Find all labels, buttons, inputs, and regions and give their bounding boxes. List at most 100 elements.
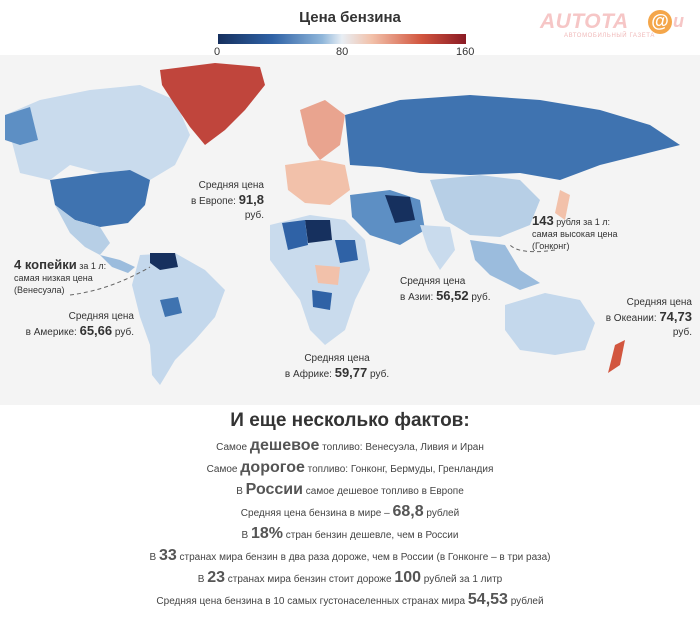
fact-highlight: дорогое — [240, 459, 305, 476]
fact-percent-cheaper: В 18% стран бензин дешевле, чем в России — [0, 523, 700, 545]
oceania-prefix: в Океании: — [605, 313, 660, 324]
logo-suffix: u — [673, 11, 684, 31]
fact-text: В — [236, 486, 246, 497]
fact-highlight: 68,8 — [392, 503, 424, 520]
page-title: Цена бензина — [299, 9, 401, 26]
fact-highlight: дешевое — [249, 437, 320, 454]
map-new-zealand — [608, 340, 625, 373]
fact-text: самое дешевое топливо в Европе — [302, 486, 464, 497]
fact-text: странах мира бензин в два раза дороже, ч… — [176, 552, 551, 563]
america-value: 65,66 — [79, 323, 113, 338]
america-unit: руб. — [112, 327, 134, 338]
fact-highlight: 23 — [207, 569, 226, 586]
fact-russia: В России самое дешевое топливо в Европе — [0, 479, 700, 501]
map-russia — [345, 95, 680, 180]
map-bolivia — [160, 297, 182, 317]
map-angola — [312, 290, 332, 310]
map-central-america — [100, 255, 135, 273]
map-south-america — [132, 253, 225, 385]
annotation-oceania: Средняя цена в Океании: 74,73 руб. — [586, 296, 692, 340]
fact-text: В — [149, 552, 159, 563]
europe-value: 91,8 — [238, 192, 264, 207]
hongkong-desc: самая высокая цена — [532, 229, 618, 239]
annotation-europe: Средняя цена в Европе: 91,8 руб. — [178, 179, 264, 223]
fact-over-100: В 23 странах мира бензин стоит дороже 10… — [0, 567, 700, 589]
hongkong-country: (Гонконг) — [532, 241, 570, 251]
europe-prefix: в Европе: — [190, 196, 239, 207]
annotation-venezuela: 4 копейки за 1 л: самая низкая цена (Вен… — [14, 257, 107, 296]
asia-unit: руб. — [468, 292, 491, 303]
color-legend-bar — [218, 34, 466, 44]
map-libya — [305, 220, 332, 243]
logo-at-icon: @ — [648, 10, 672, 34]
map-western-europe — [285, 160, 350, 205]
facts-section: И еще несколько фактов: Самое дешевое то… — [0, 410, 700, 611]
fact-text: Самое — [206, 464, 241, 475]
oceania-label: Средняя цена — [626, 297, 692, 308]
annotation-asia: Средняя цена в Азии: 56,52 руб. — [400, 275, 490, 305]
map-mexico — [55, 205, 110, 255]
america-prefix: в Америке: — [25, 327, 80, 338]
map-central-africa — [315, 265, 340, 285]
annotation-hongkong: 143 рубля за 1 л: самая высокая цена (Го… — [532, 213, 618, 252]
asia-label: Средняя цена — [400, 276, 466, 287]
fact-text: Средняя цена бензина в мире – — [240, 508, 393, 519]
venezuela-desc: самая низкая цена — [14, 273, 93, 283]
fact-highlight: 54,53 — [467, 591, 508, 608]
africa-label: Средняя цена — [304, 353, 370, 364]
annotation-africa: Средняя цена в Африке: 59,77 руб. — [282, 352, 392, 382]
map-canada — [5, 85, 190, 180]
fact-text: Средняя цена бензина в 10 самых густонас… — [156, 596, 468, 607]
fact-text: топливо: Венесуэла, Ливия и Иран — [319, 442, 484, 453]
fact-text: топливо: Гонконг, Бермуды, Гренландия — [304, 464, 494, 475]
venezuela-leader-line — [69, 266, 151, 296]
hongkong-leader-line — [509, 244, 556, 253]
europe-unit: руб. — [244, 210, 264, 221]
asia-prefix: в Азии: — [400, 292, 437, 303]
oceania-value: 74,73 — [659, 309, 692, 324]
map-alaska — [5, 107, 38, 145]
fact-highlight: 18% — [250, 525, 284, 542]
autotau-logo: AUTOTA @ u АВТОМОБИЛЬНЫЙ ГАЗЕТА — [540, 10, 688, 40]
america-label: Средняя цена — [68, 311, 134, 322]
asia-value: 56,52 — [436, 288, 469, 303]
map-japan — [555, 190, 570, 220]
logo-subtitle: АВТОМОБИЛЬНЫЙ ГАЗЕТА — [564, 33, 655, 39]
fact-text: Самое — [216, 442, 250, 453]
africa-unit: руб. — [367, 369, 390, 380]
hongkong-price: 143 — [532, 213, 554, 228]
africa-prefix: в Африке: — [284, 369, 335, 380]
world-map — [0, 55, 700, 405]
europe-label: Средняя цена — [198, 180, 264, 191]
fact-highlight: 33 — [158, 547, 177, 564]
fact-populous-average: Средняя цена бензина в 10 самых густонас… — [0, 589, 700, 611]
fact-text: рублей за 1 литр — [421, 574, 503, 585]
map-greenland — [160, 63, 265, 145]
fact-double-price: В 33 странах мира бензин в два раза доро… — [0, 545, 700, 567]
fact-text: В — [197, 574, 208, 585]
map-scandinavia — [300, 100, 345, 160]
map-india — [420, 225, 455, 270]
fact-text: рублей — [507, 596, 544, 607]
fact-highlight: 100 — [394, 569, 422, 586]
fact-text: стран бензин дешевле, чем в России — [283, 530, 459, 541]
map-southeast-asia — [470, 240, 540, 290]
venezuela-price: 4 копейки — [14, 257, 77, 272]
fact-highlight: России — [245, 481, 303, 498]
oceania-unit: руб. — [672, 327, 692, 338]
fact-text: рублей — [423, 508, 460, 519]
venezuela-country: (Венесуэла) — [14, 285, 65, 295]
fact-world-average: Средняя цена бензина в мире – 68,8 рубле… — [0, 501, 700, 523]
fact-text: В — [241, 530, 251, 541]
map-venezuela — [150, 253, 178, 270]
map-china — [430, 175, 540, 237]
map-sudan — [335, 240, 358, 263]
map-algeria — [282, 220, 308, 250]
map-australia — [505, 293, 595, 355]
africa-value: 59,77 — [334, 365, 368, 380]
fact-cheapest: Самое дешевое топливо: Венесуэла, Ливия … — [0, 435, 700, 457]
facts-title: И еще несколько фактов: — [230, 410, 470, 431]
map-iran — [385, 195, 415, 223]
venezuela-rest: за 1 л: — [76, 261, 107, 271]
annotation-america: Средняя цена в Америке: 65,66 руб. — [14, 310, 134, 340]
